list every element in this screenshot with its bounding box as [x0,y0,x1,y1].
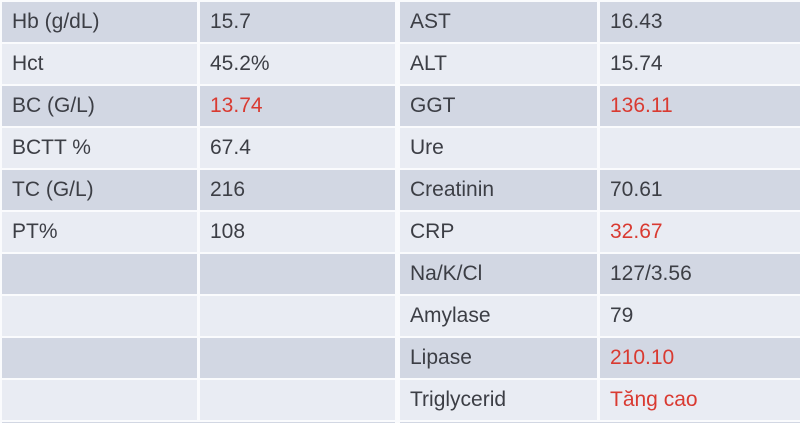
lab-row: Creatinin 70.61 [400,168,800,210]
lab-row [2,294,395,336]
test-value-cell: 32.67 [600,212,800,252]
cell-divider [597,2,600,42]
test-value-cell: 79 [600,296,800,336]
test-value-cell: 15.7 [200,2,395,42]
partial-next-row [400,420,800,423]
test-name-cell: Hct [2,44,197,84]
test-name-cell: Ure [400,128,597,168]
lab-row: Hb (g/dL) 15.7 [2,0,395,42]
table-divider [395,0,400,423]
cell-divider [597,44,600,84]
test-name-cell [2,338,197,378]
cell-divider [597,380,600,420]
test-value-cell: 67.4 [200,128,395,168]
cell-divider [597,128,600,168]
test-name-cell: BCTT % [2,128,197,168]
partial-next-row [2,420,395,423]
lab-row: Triglycerid Tăng cao [400,378,800,420]
test-name-cell: ALT [400,44,597,84]
cell-divider [197,86,200,126]
lab-row: BCTT % 67.4 [2,126,395,168]
lab-table-left: Hb (g/dL) 15.7 Hct 45.2% BC (G/L) 13.74 … [2,0,395,423]
test-name-cell: GGT [400,86,597,126]
cell-divider [197,254,200,294]
cell-divider [197,128,200,168]
test-name-cell: TC (G/L) [2,170,197,210]
test-name-cell: Amylase [400,296,597,336]
lab-table-right: AST 16.43 ALT 15.74 GGT 136.11 Ure Creat… [400,0,800,423]
test-name-cell: PT% [2,212,197,252]
test-name-cell [2,296,197,336]
lab-row: GGT 136.11 [400,84,800,126]
test-name-cell [2,380,197,420]
test-value-cell [200,296,395,336]
test-value-cell: 70.61 [600,170,800,210]
lab-row: PT% 108 [2,210,395,252]
lab-row [2,252,395,294]
test-name-cell: AST [400,2,597,42]
test-value-cell: 45.2% [200,44,395,84]
cell-divider [197,338,200,378]
test-value-cell [200,380,395,420]
cell-divider [197,2,200,42]
test-value-cell [200,338,395,378]
test-value-cell: 108 [200,212,395,252]
lab-row: Ure [400,126,800,168]
test-value-cell: 136.11 [600,86,800,126]
test-value-cell: 16.43 [600,2,800,42]
cell-divider [597,86,600,126]
lab-row [2,378,395,420]
cell-divider [597,254,600,294]
lab-row: Na/K/Cl 127/3.56 [400,252,800,294]
lab-row: CRP 32.67 [400,210,800,252]
test-name-cell [2,254,197,294]
lab-row: Amylase 79 [400,294,800,336]
lab-row: TC (G/L) 216 [2,168,395,210]
test-value-cell [600,128,800,168]
test-value-cell: 15.74 [600,44,800,84]
test-name-cell: Hb (g/dL) [2,2,197,42]
test-value-cell: 13.74 [200,86,395,126]
test-value-cell [200,254,395,294]
test-name-cell: Triglycerid [400,380,597,420]
cell-divider [197,44,200,84]
cell-divider [597,338,600,378]
lab-row: Hct 45.2% [2,42,395,84]
lab-row: BC (G/L) 13.74 [2,84,395,126]
test-value-cell: 210.10 [600,338,800,378]
cell-divider [197,212,200,252]
test-value-cell: 216 [200,170,395,210]
cell-divider [597,212,600,252]
cell-divider [197,296,200,336]
lab-row: ALT 15.74 [400,42,800,84]
cell-divider [597,170,600,210]
test-name-cell: Lipase [400,338,597,378]
lab-row [2,336,395,378]
lab-row: AST 16.43 [400,0,800,42]
test-name-cell: BC (G/L) [2,86,197,126]
test-value-cell: 127/3.56 [600,254,800,294]
cell-divider [197,380,200,420]
lab-row: Lipase 210.10 [400,336,800,378]
cell-divider [597,296,600,336]
test-name-cell: CRP [400,212,597,252]
test-value-cell: Tăng cao [600,380,800,420]
cell-divider [197,170,200,210]
test-name-cell: Na/K/Cl [400,254,597,294]
test-name-cell: Creatinin [400,170,597,210]
